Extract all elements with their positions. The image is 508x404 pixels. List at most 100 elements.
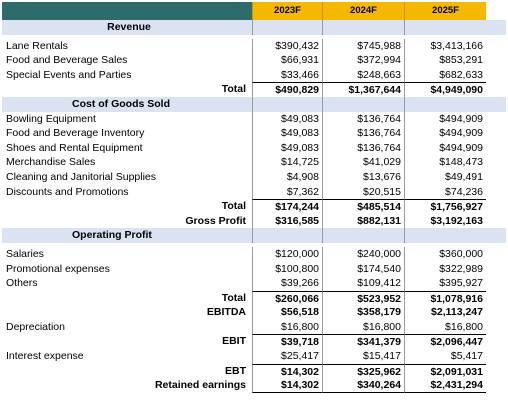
cell-2024[interactable]: $248,663	[322, 67, 404, 83]
cell-2024[interactable]: $358,179	[322, 305, 404, 320]
cell-2025[interactable]: $1,078,916	[404, 290, 486, 306]
cell-2023[interactable]: $390,432	[252, 38, 322, 54]
year-2025-header[interactable]: 2025F	[404, 2, 486, 20]
cell-2025[interactable]: $3,413,166	[404, 38, 486, 54]
cell-2024[interactable]: $325,962	[322, 363, 404, 379]
cell-2025[interactable]: $74,236	[404, 184, 486, 200]
cell-2025[interactable]: $494,909	[404, 140, 486, 156]
row-label: Salaries	[6, 247, 44, 260]
cell-2025[interactable]: $49,491	[404, 169, 486, 185]
cell-2023[interactable]: $120,000	[252, 246, 322, 262]
year-2023-header[interactable]: 2023F	[252, 2, 322, 20]
cell-2025[interactable]: $2,091,031	[404, 363, 486, 379]
cell-2023[interactable]: $33,466	[252, 67, 322, 83]
cell-2023[interactable]: $49,083	[252, 140, 322, 156]
cell-2023[interactable]: $316,585	[252, 213, 322, 229]
cell-2023[interactable]: $7,362	[252, 184, 322, 200]
table-row[interactable]: Bowling Equipment $49,083 $136,764 $494,…	[2, 111, 506, 127]
retained-earnings-row[interactable]: Retained earnings $14,302 $340,264 $2,43…	[2, 378, 506, 393]
table-row[interactable]: Merchandise Sales $14,725 $41,029 $148,4…	[2, 155, 506, 170]
cell-2024[interactable]: $340,264	[322, 378, 404, 393]
cell-2023[interactable]: $174,244	[252, 199, 322, 214]
cell-2024[interactable]: $41,029	[322, 155, 404, 170]
operating-section-header: Operating Profit	[2, 228, 506, 243]
cell-2023[interactable]: $49,083	[252, 126, 322, 141]
cell-2024[interactable]: $15,417	[322, 349, 404, 364]
cell-2023[interactable]: $39,718	[252, 334, 322, 350]
cell-2023[interactable]: $100,800	[252, 261, 322, 277]
cell-2025[interactable]: $360,000	[404, 246, 486, 262]
cell-2024[interactable]: $16,800	[322, 319, 404, 335]
table-row[interactable]: Discounts and Promotions $7,362 $20,515 …	[2, 184, 506, 200]
cell-2025[interactable]: $494,909	[404, 111, 486, 127]
cell-2024[interactable]: $372,994	[322, 53, 404, 68]
cell-2024[interactable]: $745,988	[322, 38, 404, 54]
cell-2024[interactable]: $136,764	[322, 111, 404, 127]
cell-2024[interactable]: $136,764	[322, 126, 404, 141]
cell-2025[interactable]: $682,633	[404, 67, 486, 83]
row-label: Total	[221, 200, 246, 213]
cell-2023[interactable]: $16,800	[252, 319, 322, 335]
cell-2025[interactable]: $2,096,447	[404, 334, 486, 350]
cell-2025[interactable]: $2,431,294	[404, 378, 486, 393]
cell-2023[interactable]: $4,908	[252, 169, 322, 185]
cell-2025[interactable]: $3,192,163	[404, 213, 486, 229]
gross-profit-row[interactable]: Gross Profit $316,585 $882,131 $3,192,16…	[2, 213, 506, 229]
cell-2024[interactable]: $20,515	[322, 184, 404, 200]
operating-total-row[interactable]: Total $260,066 $523,952 $1,078,916	[2, 290, 506, 306]
row-label: Discounts and Promotions	[6, 185, 129, 198]
cell-2024[interactable]: $174,540	[322, 261, 404, 277]
cell-2024[interactable]: $1,367,644	[322, 82, 404, 97]
cell-2024[interactable]: $523,952	[322, 290, 404, 306]
cell-2025[interactable]: $494,909	[404, 126, 486, 141]
cell-2023[interactable]: $39,266	[252, 276, 322, 291]
cell-2023[interactable]: $49,083	[252, 111, 322, 127]
cell-2025[interactable]: $395,927	[404, 276, 486, 291]
table-row[interactable]: Salaries $120,000 $240,000 $360,000	[2, 246, 506, 262]
cell-2025[interactable]: $853,291	[404, 53, 486, 68]
cell-2024[interactable]: $341,379	[322, 334, 404, 350]
header-label-cell	[2, 2, 252, 20]
cell-2023[interactable]: $56,518	[252, 305, 322, 320]
row-label: EBT	[225, 364, 246, 377]
cell-2023[interactable]: $25,417	[252, 349, 322, 364]
table-row[interactable]: Food and Beverage Inventory $49,083 $136…	[2, 126, 506, 141]
cell-2023[interactable]: $14,302	[252, 378, 322, 393]
cell-2025[interactable]: $4,949,090	[404, 82, 486, 97]
table-row[interactable]: Others $39,266 $109,412 $395,927	[2, 276, 506, 291]
table-row[interactable]: Cleaning and Janitorial Supplies $4,908 …	[2, 169, 506, 185]
year-2024-header[interactable]: 2024F	[322, 2, 404, 20]
cell-2024[interactable]: $240,000	[322, 246, 404, 262]
cell-2023[interactable]: $490,829	[252, 82, 322, 97]
cell-2024[interactable]: $109,412	[322, 276, 404, 291]
cell-2025[interactable]: $16,800	[404, 319, 486, 335]
ebit-row[interactable]: EBIT $39,718 $341,379 $2,096,447	[2, 334, 506, 350]
cell-2024[interactable]: $882,131	[322, 213, 404, 229]
cell-2025[interactable]: $2,113,247	[404, 305, 486, 320]
table-row[interactable]: Promotional expenses $100,800 $174,540 $…	[2, 261, 506, 277]
table-row[interactable]: Food and Beverage Sales $66,931 $372,994…	[2, 53, 506, 68]
cell-2025[interactable]: $1,756,927	[404, 199, 486, 214]
cell-2024[interactable]: $136,764	[322, 140, 404, 156]
cell-2023[interactable]: $66,931	[252, 53, 322, 68]
cell-2024[interactable]: $13,676	[322, 169, 404, 185]
ebitda-row[interactable]: EBITDA $56,518 $358,179 $2,113,247	[2, 305, 506, 320]
section-title: Operating Profit	[72, 229, 152, 242]
cell-2023[interactable]: $14,725	[252, 155, 322, 170]
revenue-total-row[interactable]: Total $490,829 $1,367,644 $4,949,090	[2, 82, 506, 97]
cell-2023[interactable]: $260,066	[252, 290, 322, 306]
interest-expense-row[interactable]: Interest expense $25,417 $15,417 $5,417	[2, 349, 506, 364]
table-row[interactable]: Special Events and Parties $33,466 $248,…	[2, 67, 506, 83]
cell-2025[interactable]: $5,417	[404, 349, 486, 364]
table-row[interactable]: Shoes and Rental Equipment $49,083 $136,…	[2, 140, 506, 156]
depreciation-row[interactable]: Depreciation $16,800 $16,800 $16,800	[2, 319, 506, 335]
cell-2023[interactable]: $14,302	[252, 363, 322, 379]
row-label: Interest expense	[6, 350, 84, 363]
cell-2025[interactable]: $322,989	[404, 261, 486, 277]
ebt-row[interactable]: EBT $14,302 $325,962 $2,091,031	[2, 363, 506, 379]
table-row[interactable]: Lane Rentals $390,432 $745,988 $3,413,16…	[2, 38, 506, 54]
cogs-total-row[interactable]: Total $174,244 $485,514 $1,756,927	[2, 199, 506, 214]
cell-2025[interactable]: $148,473	[404, 155, 486, 170]
row-label: Food and Beverage Inventory	[6, 127, 145, 140]
cell-2024[interactable]: $485,514	[322, 199, 404, 214]
